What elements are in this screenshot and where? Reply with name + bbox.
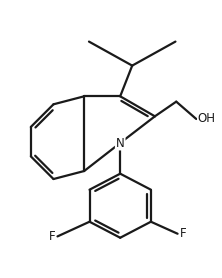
Text: F: F xyxy=(49,230,55,243)
Text: OH: OH xyxy=(198,113,216,125)
Text: N: N xyxy=(116,136,125,150)
Text: F: F xyxy=(180,227,186,240)
